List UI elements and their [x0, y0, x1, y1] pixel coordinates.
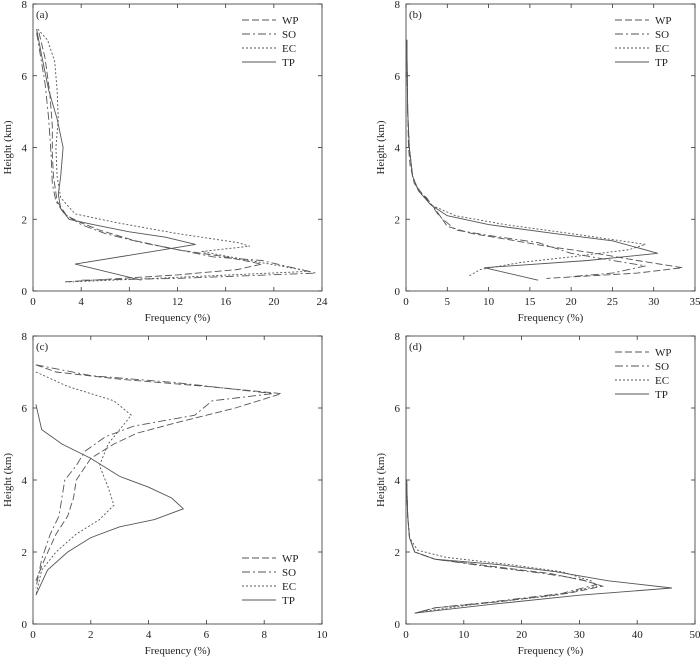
panel-label: (d) — [409, 341, 422, 353]
y-tick-label: 4 — [395, 143, 401, 155]
legend-entry: EC — [655, 375, 669, 387]
panel-d: 0 10 20 30 40 50 0 2 4 6 8 Frequency (%) Height (km)… — [375, 331, 700, 657]
x-tick-label: 0 — [30, 629, 36, 641]
panel-label: (b) — [409, 9, 422, 21]
series-line-so — [406, 39, 646, 278]
legend-entry: SO — [282, 567, 296, 579]
x-tick-label: 0 — [403, 296, 409, 308]
x-tick-label: 2 — [88, 629, 94, 641]
y-tick-label: 4 — [22, 475, 28, 487]
legend-entry: TP — [282, 57, 295, 69]
legend-entry: WP — [282, 15, 299, 27]
legend-entry: EC — [655, 43, 669, 55]
y-tick-label: 6 — [395, 71, 401, 83]
series-line-tp — [35, 404, 185, 596]
series-line-tp — [406, 479, 672, 614]
panel-label: (c) — [36, 341, 49, 353]
x-tick-label: 30 — [648, 296, 660, 308]
x-tick-label: 16 — [220, 296, 232, 308]
x-tick-label: 10 — [317, 629, 329, 641]
y-axis-label: Height (km) — [375, 120, 387, 174]
legend-entry: WP — [655, 15, 672, 27]
x-tick-label: 0 — [403, 629, 409, 641]
series-line-so — [35, 364, 273, 589]
legend-entry: TP — [655, 389, 668, 401]
y-tick-label: 0 — [395, 619, 401, 631]
x-tick-label: 0 — [30, 296, 36, 308]
series-line-tp — [36, 29, 196, 281]
series-line-tp — [406, 39, 658, 281]
x-tick-label: 25 — [607, 296, 619, 308]
legend-entry: EC — [282, 43, 296, 55]
y-tick-label: 6 — [395, 403, 401, 415]
y-axis-label: Height (km) — [375, 453, 387, 507]
x-tick-label: 6 — [204, 629, 210, 641]
x-tick-label: 30 — [574, 629, 586, 641]
x-tick-label: 4 — [146, 629, 152, 641]
series-line-wp — [406, 479, 605, 614]
series-line-ec — [406, 39, 646, 277]
y-tick-label: 8 — [22, 0, 28, 11]
y-tick-label: 0 — [22, 286, 28, 298]
legend-entry: SO — [655, 361, 669, 373]
y-axis-label: Height (km) — [2, 120, 14, 174]
x-axis-label: Frequency (%) — [145, 312, 211, 324]
legend-entry: TP — [655, 57, 668, 69]
series-line-so — [36, 32, 317, 281]
plot-frame — [405, 335, 696, 625]
x-tick-label: 20 — [268, 296, 280, 308]
legend-entry: EC — [282, 581, 296, 593]
series-line-wp — [406, 39, 683, 279]
x-axis-label: Frequency (%) — [518, 312, 584, 324]
x-tick-label: 10 — [483, 296, 495, 308]
x-axis-label: Frequency (%) — [145, 645, 211, 657]
x-tick-label: 15 — [524, 296, 536, 308]
panel-b: 0 5 10 15 20 25 30 35 0 2 4 6 8 Frequency (%) Height (… — [375, 0, 700, 324]
x-tick-label: 8 — [261, 629, 267, 641]
y-tick-label: 2 — [22, 214, 28, 226]
y-tick-label: 8 — [395, 331, 401, 343]
x-tick-label: 12 — [172, 296, 183, 308]
x-axis-label: Frequency (%) — [518, 645, 584, 657]
y-tick-label: 2 — [22, 547, 28, 559]
x-tick-label: 5 — [445, 296, 451, 308]
x-tick-label: 24 — [317, 296, 329, 308]
series-line-wp — [38, 32, 262, 283]
y-tick-label: 2 — [395, 214, 401, 226]
y-tick-label: 6 — [22, 403, 28, 415]
series-line-ec — [35, 371, 132, 596]
y-tick-label: 2 — [395, 547, 401, 559]
series-line-ec — [37, 28, 311, 283]
series-line-ec — [406, 479, 598, 612]
series-line-wp — [35, 364, 282, 581]
y-tick-label: 8 — [395, 0, 401, 11]
x-tick-label: 20 — [516, 629, 528, 641]
series-line-so — [406, 479, 599, 614]
y-tick-label: 4 — [22, 143, 28, 155]
y-tick-label: 8 — [22, 331, 28, 343]
legend-entry: WP — [282, 553, 299, 565]
y-tick-label: 0 — [22, 619, 28, 631]
x-tick-label: 8 — [127, 296, 133, 308]
x-tick-label: 4 — [78, 296, 84, 308]
panel-label: (a) — [36, 9, 49, 21]
plot-frame — [32, 3, 323, 292]
y-tick-label: 4 — [395, 475, 401, 487]
y-tick-label: 6 — [22, 71, 28, 83]
y-tick-label: 0 — [395, 286, 401, 298]
legend-entry: SO — [655, 29, 669, 41]
x-tick-label: 10 — [458, 629, 470, 641]
legend-entry: TP — [282, 595, 295, 607]
y-axis-label: Height (km) — [2, 453, 14, 507]
x-tick-label: 50 — [690, 629, 700, 641]
panel-c: 0 2 4 6 8 10 0 2 4 6 8 Frequency (%) Height (km) (c) W… — [2, 331, 328, 657]
x-tick-label: 40 — [632, 629, 644, 641]
legend-entry: SO — [282, 29, 296, 41]
legend-entry: WP — [655, 347, 672, 359]
plot-frame — [405, 3, 696, 292]
x-tick-label: 20 — [566, 296, 578, 308]
x-tick-label: 35 — [690, 296, 700, 308]
